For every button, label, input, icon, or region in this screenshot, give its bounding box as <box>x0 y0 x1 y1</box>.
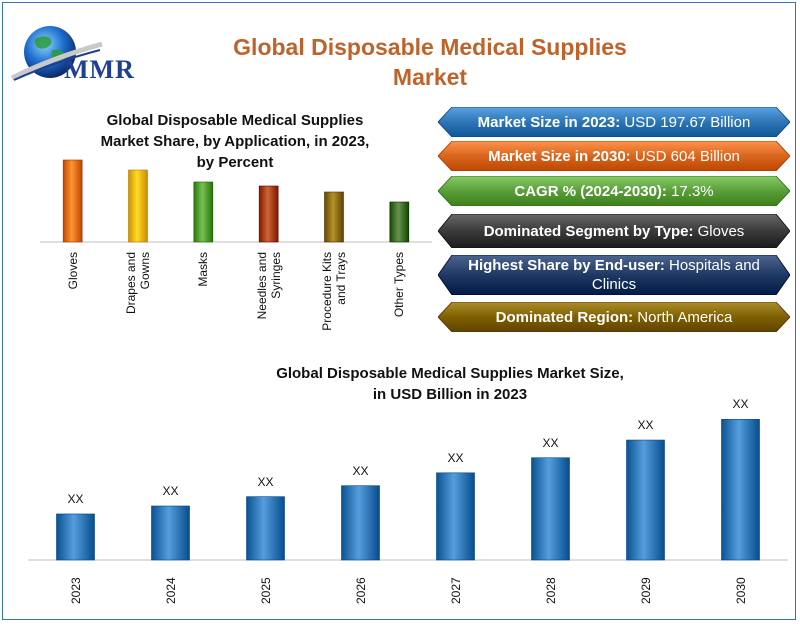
info-panel-shape <box>438 214 790 248</box>
share-chart-title-line: Global Disposable Medical Supplies <box>106 112 364 129</box>
size-year-label: 2029 <box>638 577 653 604</box>
size-year-label: 2025 <box>258 577 273 604</box>
size-chart-title: Global Disposable Medical Supplies Marke… <box>230 363 670 405</box>
mmr-logo <box>10 20 160 90</box>
info-panel-text: Highest Share by End-user: Hospitals and… <box>438 255 790 295</box>
share-category-label: Procedure Kits and Trays <box>320 252 348 352</box>
info-panel: Dominated Segment by Type: Gloves <box>438 214 790 248</box>
info-panel-value: USD 197.67 Billion <box>620 113 751 131</box>
size-year-label: 2024 <box>163 577 178 604</box>
size-chart-title-line: Global Disposable Medical Supplies Marke… <box>276 365 624 382</box>
size-data-label: XX <box>257 474 274 489</box>
size-data-label: XX <box>67 491 84 506</box>
info-panel-arrow <box>438 302 790 332</box>
info-panel-text: Market Size in 2023: USD 197.67 Billion <box>438 107 790 137</box>
info-panel-value: USD 604 Billion <box>630 147 740 165</box>
page-title-line-1: Global Disposable Medical Supplies <box>233 34 627 60</box>
info-panel: Dominated Region: North America <box>438 302 790 332</box>
size-year-label: 2026 <box>353 577 368 604</box>
info-panel-text: Market Size in 2030: USD 604 Billion <box>438 141 790 171</box>
share-chart-title: Global Disposable Medical Supplies Marke… <box>85 110 385 173</box>
info-panel-label: CAGR % (2024-2030): <box>514 182 667 200</box>
size-year-label: 2030 <box>733 577 748 604</box>
info-panel-value: 17.3% <box>666 182 714 200</box>
info-panel-text: Dominated Segment by Type: Gloves <box>438 214 790 248</box>
share-chart-title-line: Market Share, by Application, in 2023, <box>100 133 370 150</box>
share-category-label: Other Types <box>392 252 406 352</box>
share-category-label-line: Drapes and <box>124 252 138 315</box>
info-panel-text: CAGR % (2024-2030): 17.3% <box>438 176 790 206</box>
info-panel-arrow <box>438 214 790 248</box>
info-panel-shape <box>438 302 790 332</box>
info-panel-label: Market Size in 2030: <box>488 147 631 165</box>
share-chart-title-line: by Percent <box>196 154 274 171</box>
info-panel-label: Dominated Region: <box>495 308 634 326</box>
share-category-label-line: Masks <box>196 252 211 287</box>
page-title-line-2: Market <box>392 64 468 90</box>
share-category-label-line: Other Types <box>392 252 407 318</box>
size-year-label: 2023 <box>68 577 83 604</box>
size-data-label: XX <box>732 397 749 412</box>
info-panel: Market Size in 2030: USD 604 Billion <box>438 141 790 171</box>
info-panel-shape <box>438 141 790 171</box>
info-panel-label: Market Size in 2023: <box>477 113 621 131</box>
size-data-label: XX <box>542 435 559 450</box>
info-panel: CAGR % (2024-2030): 17.3% <box>438 176 790 206</box>
globe-icon <box>10 26 103 81</box>
share-category-label-line: and Trays <box>334 252 348 305</box>
info-panel-shape <box>438 255 790 295</box>
page-title: Global Disposable Medical Supplies Marke… <box>190 32 670 92</box>
share-category-label-line: Gowns <box>138 252 152 290</box>
share-category-label: Gloves <box>66 252 80 352</box>
info-panel-shape <box>438 107 790 137</box>
share-category-label: Needles and Syringes <box>255 252 283 352</box>
size-data-label: XX <box>162 483 179 498</box>
info-panel: Highest Share by End-user: Hospitals and… <box>438 255 790 295</box>
size-year-label: 2027 <box>448 577 463 604</box>
info-panel-value: Hospitals and Clinics <box>591 257 760 293</box>
info-panel-text: Dominated Region: North America <box>438 302 790 332</box>
share-category-label-line: Syringes <box>268 252 283 299</box>
info-panel-arrow <box>438 141 790 171</box>
share-category-label: Drapes and Gowns <box>124 252 152 352</box>
info-panel-label: Highest Share by End-user: <box>468 257 665 274</box>
info-panel-label: Dominated Segment by Type: <box>483 222 694 240</box>
share-category-label-line: Procedure Kits <box>320 252 334 331</box>
info-panel-arrow <box>438 107 790 137</box>
info-panel-value: Gloves <box>693 222 745 240</box>
info-panel-value: North America <box>633 308 733 326</box>
size-year-label: 2028 <box>543 577 558 604</box>
share-category-label: Masks <box>196 252 210 352</box>
size-data-label: XX <box>637 418 654 433</box>
info-panel-shape <box>438 176 790 206</box>
size-data-label: XX <box>447 450 464 465</box>
info-panel: Market Size in 2023: USD 197.67 Billion <box>438 107 790 137</box>
info-panel-arrow <box>438 176 790 206</box>
info-panel-arrow <box>438 255 790 295</box>
share-category-label-line: Gloves <box>65 252 80 290</box>
size-chart-title-line: in USD Billion in 2023 <box>372 386 528 403</box>
logo-text: MMR <box>64 55 135 84</box>
size-data-label: XX <box>352 463 369 478</box>
share-category-label-line: Needles and <box>254 252 269 320</box>
